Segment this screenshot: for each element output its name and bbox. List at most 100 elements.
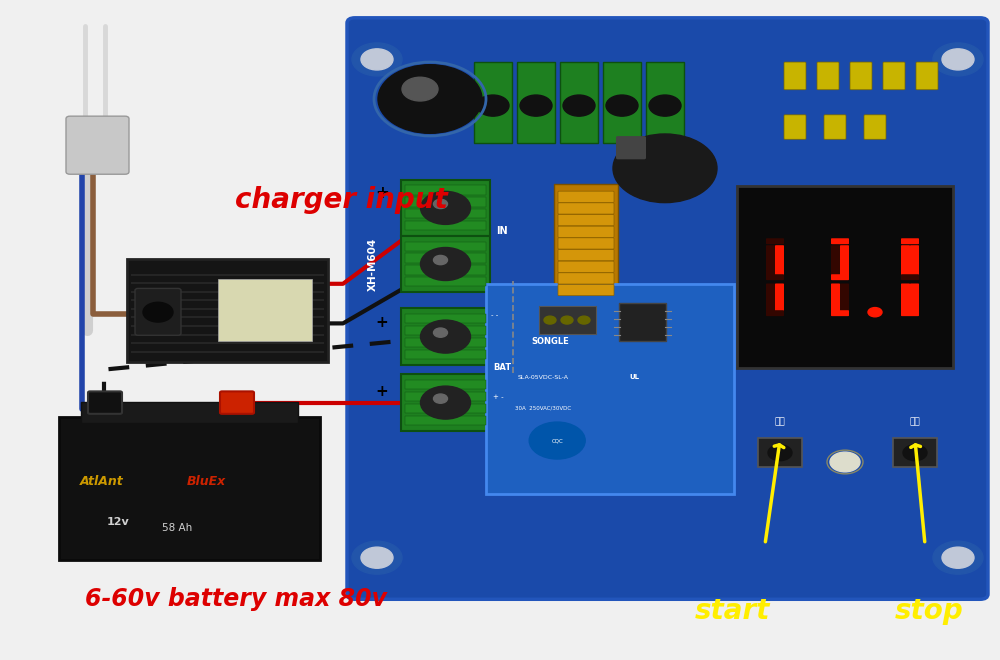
Text: + -: + - — [493, 394, 504, 401]
Circle shape — [477, 95, 509, 116]
FancyBboxPatch shape — [405, 392, 486, 401]
FancyBboxPatch shape — [218, 279, 312, 341]
FancyBboxPatch shape — [831, 275, 849, 280]
FancyBboxPatch shape — [901, 284, 910, 314]
Circle shape — [529, 422, 585, 459]
Circle shape — [933, 541, 983, 574]
FancyBboxPatch shape — [474, 62, 512, 143]
FancyBboxPatch shape — [558, 191, 614, 203]
FancyBboxPatch shape — [405, 265, 486, 275]
Circle shape — [520, 95, 552, 116]
FancyBboxPatch shape — [817, 62, 839, 90]
FancyBboxPatch shape — [59, 417, 320, 560]
FancyBboxPatch shape — [486, 284, 734, 494]
FancyBboxPatch shape — [766, 284, 775, 314]
FancyBboxPatch shape — [558, 249, 614, 261]
FancyBboxPatch shape — [840, 246, 849, 276]
Text: +: + — [375, 184, 389, 202]
FancyBboxPatch shape — [405, 380, 486, 389]
FancyBboxPatch shape — [646, 62, 684, 143]
FancyBboxPatch shape — [405, 416, 486, 425]
FancyBboxPatch shape — [405, 242, 486, 251]
FancyBboxPatch shape — [775, 246, 784, 276]
Circle shape — [433, 328, 447, 337]
Circle shape — [143, 302, 173, 322]
FancyBboxPatch shape — [401, 236, 490, 292]
Text: 58 Ah: 58 Ah — [162, 523, 192, 533]
Circle shape — [433, 199, 447, 209]
FancyBboxPatch shape — [401, 308, 490, 365]
FancyBboxPatch shape — [558, 203, 614, 214]
Circle shape — [420, 191, 471, 224]
FancyBboxPatch shape — [347, 18, 988, 599]
Text: SLA-05VDC-SL-A: SLA-05VDC-SL-A — [517, 375, 568, 380]
FancyBboxPatch shape — [758, 438, 802, 467]
FancyBboxPatch shape — [135, 288, 181, 335]
Circle shape — [606, 95, 638, 116]
FancyBboxPatch shape — [766, 238, 784, 244]
Text: 启动: 启动 — [775, 417, 785, 426]
Text: stop: stop — [895, 597, 964, 625]
FancyBboxPatch shape — [775, 284, 784, 314]
FancyBboxPatch shape — [405, 326, 486, 335]
FancyBboxPatch shape — [558, 214, 614, 226]
FancyBboxPatch shape — [560, 62, 598, 143]
FancyBboxPatch shape — [883, 62, 905, 90]
FancyBboxPatch shape — [831, 284, 840, 314]
FancyBboxPatch shape — [81, 402, 298, 423]
FancyBboxPatch shape — [539, 306, 596, 334]
FancyBboxPatch shape — [766, 246, 775, 276]
Circle shape — [433, 255, 447, 265]
FancyBboxPatch shape — [127, 259, 328, 362]
FancyBboxPatch shape — [401, 374, 490, 431]
Circle shape — [942, 49, 974, 70]
FancyBboxPatch shape — [766, 275, 784, 280]
Text: BAT: BAT — [493, 362, 511, 372]
FancyBboxPatch shape — [784, 62, 806, 90]
FancyBboxPatch shape — [405, 185, 486, 195]
FancyBboxPatch shape — [405, 314, 486, 323]
FancyBboxPatch shape — [901, 310, 919, 316]
FancyBboxPatch shape — [405, 338, 486, 347]
Text: +: + — [375, 384, 388, 399]
FancyBboxPatch shape — [784, 115, 806, 139]
FancyBboxPatch shape — [558, 226, 614, 238]
Circle shape — [868, 308, 882, 317]
FancyBboxPatch shape — [554, 184, 618, 301]
FancyBboxPatch shape — [893, 438, 937, 467]
Text: BluEx: BluEx — [187, 475, 226, 488]
FancyBboxPatch shape — [901, 246, 910, 276]
Text: CQC: CQC — [551, 438, 563, 443]
Circle shape — [544, 316, 556, 324]
FancyBboxPatch shape — [405, 209, 486, 218]
Text: - -: - - — [491, 312, 498, 318]
FancyBboxPatch shape — [401, 180, 490, 236]
Circle shape — [352, 43, 402, 76]
Circle shape — [361, 547, 393, 568]
FancyBboxPatch shape — [558, 273, 614, 284]
FancyBboxPatch shape — [220, 391, 254, 414]
FancyBboxPatch shape — [405, 277, 486, 286]
Text: 30A  250VAC/30VDC: 30A 250VAC/30VDC — [515, 406, 571, 411]
FancyBboxPatch shape — [603, 62, 641, 143]
Circle shape — [420, 386, 471, 419]
FancyBboxPatch shape — [616, 136, 646, 159]
Circle shape — [378, 65, 482, 133]
Circle shape — [420, 248, 471, 280]
FancyBboxPatch shape — [864, 115, 886, 139]
Text: IN: IN — [496, 226, 508, 236]
Text: UL: UL — [629, 374, 639, 380]
FancyBboxPatch shape — [824, 115, 846, 139]
FancyBboxPatch shape — [405, 253, 486, 263]
Circle shape — [361, 49, 393, 70]
FancyBboxPatch shape — [558, 238, 614, 249]
Circle shape — [578, 316, 590, 324]
FancyBboxPatch shape — [831, 246, 840, 276]
FancyBboxPatch shape — [558, 284, 614, 296]
Text: 12v: 12v — [107, 517, 130, 527]
Circle shape — [433, 394, 447, 403]
FancyBboxPatch shape — [517, 62, 555, 143]
Circle shape — [830, 452, 860, 472]
FancyBboxPatch shape — [850, 62, 872, 90]
FancyBboxPatch shape — [831, 238, 849, 244]
